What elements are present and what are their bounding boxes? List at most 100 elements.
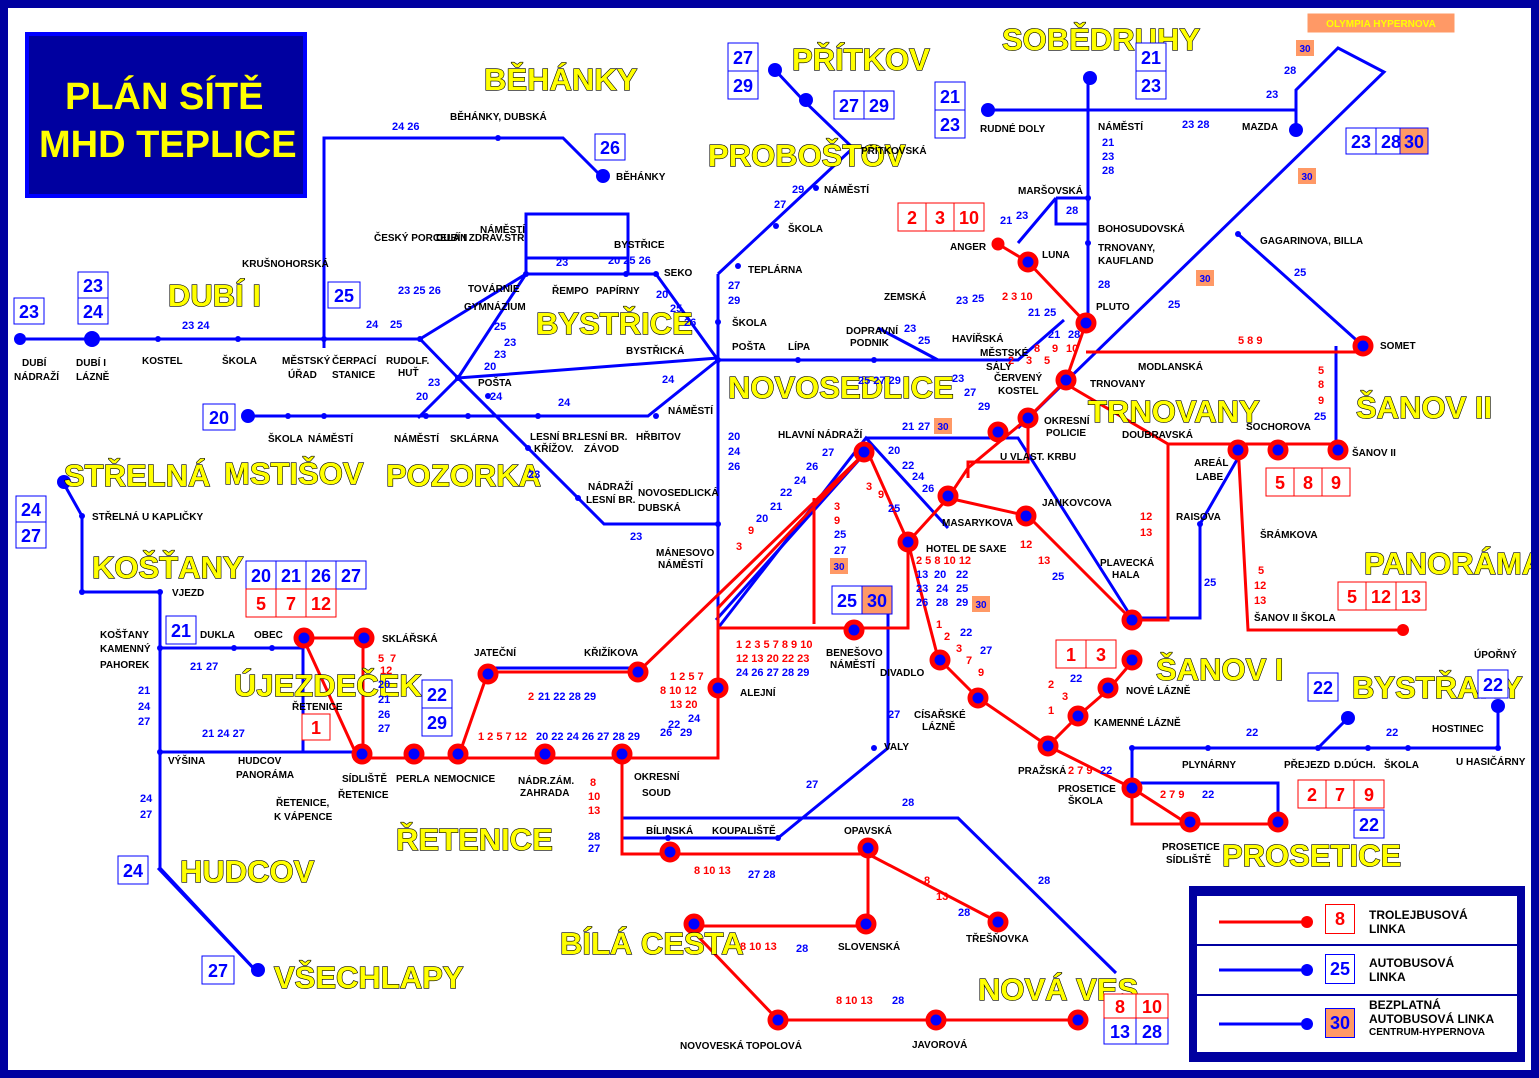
- stop-pluto: PLUTO: [1096, 302, 1130, 313]
- stop-lesni-kriz-2: KŘÍŽOV.: [534, 442, 574, 455]
- area-pritkov: PŘÍTKOV: [792, 41, 930, 77]
- svg-text:28: 28: [1284, 65, 1296, 77]
- svg-text:2: 2: [907, 208, 917, 228]
- stop-hudcov-panorama-2: PANORÁMA: [236, 768, 294, 781]
- bus-line-sample: [1219, 964, 1313, 976]
- area-strelna: STŘELNÁ: [64, 457, 210, 493]
- stop-d-duch: D.DÚCH.: [1334, 758, 1376, 771]
- stop-areal: AREÁL: [1194, 456, 1228, 469]
- stop-sidliste-ret-2: ŘETENICE: [338, 788, 389, 801]
- svg-text:27: 27: [839, 96, 859, 116]
- area-sanov1: ŠANOV I: [1156, 651, 1283, 687]
- svg-text:9: 9: [1364, 785, 1374, 805]
- svg-text:8 10 13: 8 10 13: [740, 941, 777, 953]
- stop-nemocnice: NEMOCNICE: [434, 774, 495, 785]
- olympia-label: OLYMPIA HYPERNOVA: [1326, 19, 1436, 30]
- legend-free-bus: 30 BEZPLATNÁ AUTOBUSOVÁ LINKA CENTRUM-HY…: [1197, 996, 1517, 1052]
- svg-text:27: 27: [21, 526, 41, 546]
- svg-text:24: 24: [490, 391, 503, 403]
- svg-text:25: 25: [837, 591, 857, 611]
- svg-text:23 25 26: 23 25 26: [398, 285, 441, 297]
- svg-text:27: 27: [378, 723, 390, 735]
- stop-sklarska: SKLÁŘSKÁ: [382, 632, 438, 645]
- svg-text:23: 23: [494, 349, 506, 361]
- svg-text:3: 3: [834, 501, 840, 513]
- svg-text:3: 3: [1026, 355, 1032, 367]
- svg-text:23: 23: [1351, 132, 1371, 152]
- legend-free-badge: 30: [1325, 1008, 1355, 1038]
- stop-labels: BĚHÁNKY, DUBSKÁ BĚHÁNKY PŘÍTKOVSKÁ NÁMĚS…: [14, 110, 1526, 1052]
- legend-bus-label-1: AUTOBUSOVÁ: [1369, 956, 1455, 970]
- svg-text:9: 9: [1052, 343, 1058, 355]
- stop-manesovo-2: NÁMĚSTÍ: [658, 558, 703, 571]
- svg-text:21: 21: [902, 421, 914, 433]
- svg-text:21: 21: [138, 685, 150, 697]
- stop-novosedlicka-2: DUBSKÁ: [638, 501, 681, 514]
- svg-text:9: 9: [1318, 395, 1324, 407]
- svg-text:8: 8: [1318, 379, 1324, 391]
- svg-text:10: 10: [959, 208, 979, 228]
- svg-text:21 22 28 29: 21 22 28 29: [538, 691, 596, 703]
- stop-somet: SOMET: [1380, 341, 1416, 352]
- svg-text:30: 30: [833, 562, 845, 573]
- stop-trnovany-kaufland: TRNOVANY,: [1098, 243, 1155, 254]
- svg-text:27: 27: [588, 843, 600, 855]
- svg-text:5: 5: [1318, 365, 1324, 377]
- stop-cerpaci: ČERPACÍ: [332, 354, 376, 367]
- svg-text:25: 25: [1294, 267, 1306, 279]
- stop-koupaliste: KOUPALIŠTĚ: [712, 824, 776, 837]
- stop-novosedlicka: NOVOSEDLICKÁ: [638, 486, 719, 499]
- stop-strelna-kaplicky: STŘELNÁ U KAPLIČKY: [92, 510, 203, 523]
- stop-prejezd: PŘEJEZD: [1284, 758, 1330, 771]
- svg-text:24: 24: [794, 475, 807, 487]
- svg-text:1: 1: [311, 718, 321, 738]
- svg-text:26: 26: [660, 727, 672, 739]
- area-kostany: KOŠŤANY: [92, 549, 244, 585]
- stop-kostany-pahorek-3: PAHOREK: [100, 660, 150, 671]
- stop-marsovska: MARŠOVSKÁ: [1018, 184, 1083, 197]
- svg-text:13: 13: [1254, 595, 1266, 607]
- svg-text:28: 28: [902, 797, 914, 809]
- svg-text:25: 25: [1168, 299, 1180, 311]
- stop-bilinska: BÍLINSKÁ: [646, 824, 693, 837]
- svg-text:27: 27: [206, 661, 218, 673]
- svg-text:2: 2: [1307, 785, 1317, 805]
- svg-text:22: 22: [1202, 789, 1214, 801]
- stop-namesti-poz: NÁMĚSTÍ: [394, 432, 439, 445]
- stop-teplarna: TEPLÁRNA: [748, 263, 802, 276]
- area-behanky: BĚHÁNKY: [484, 61, 638, 97]
- svg-text:20: 20: [756, 513, 768, 525]
- svg-text:12: 12: [1140, 511, 1152, 523]
- stop-rudolf-2: HUŤ: [398, 366, 419, 379]
- svg-text:13: 13: [936, 891, 948, 903]
- stop-cisarske: CÍSAŘSKÉ: [914, 708, 966, 721]
- svg-text:29: 29: [427, 713, 447, 733]
- stop-pritkovska: PŘÍTKOVSKÁ: [861, 144, 927, 157]
- stop-cisarske-2: LÁZNĚ: [922, 720, 956, 733]
- svg-text:25: 25: [1204, 577, 1216, 589]
- stop-kamenne-lazne: KAMENNÉ LÁZNĚ: [1094, 716, 1181, 729]
- area-labels: BĚHÁNKY PŘÍTKOV PROBOŠTOV SOBĚDRUHY DUBÍ…: [63, 20, 1531, 1007]
- svg-text:10: 10: [1142, 997, 1162, 1017]
- svg-text:27: 27: [341, 566, 361, 586]
- stop-vysina: VÝŠINA: [168, 754, 205, 767]
- svg-text:9: 9: [1331, 473, 1341, 493]
- svg-text:8: 8: [590, 777, 596, 789]
- svg-text:28: 28: [796, 943, 808, 955]
- svg-text:26: 26: [600, 138, 620, 158]
- svg-text:23 28: 23 28: [1182, 119, 1210, 131]
- legend-bus-badge: 25: [1325, 954, 1355, 984]
- svg-text:25: 25: [1314, 411, 1326, 423]
- stop-dubi-nadrazi-2: NÁDRAŽÍ: [14, 370, 59, 383]
- svg-text:27: 27: [140, 809, 152, 821]
- stop-prazska: PRAŽSKÁ: [1018, 764, 1066, 777]
- svg-text:13 20: 13 20: [670, 699, 698, 711]
- stop-namesti-dubi: NÁMĚSTÍ: [480, 223, 525, 236]
- svg-text:24: 24: [912, 471, 925, 483]
- svg-text:27: 27: [980, 645, 992, 657]
- svg-text:1 2 3 5 7 8 9 10: 1 2 3 5 7 8 9 10: [736, 639, 812, 651]
- svg-text:24: 24: [366, 319, 379, 331]
- stop-gymnazium: GYMNÁZIUM: [464, 300, 526, 313]
- svg-text:28: 28: [1102, 165, 1114, 177]
